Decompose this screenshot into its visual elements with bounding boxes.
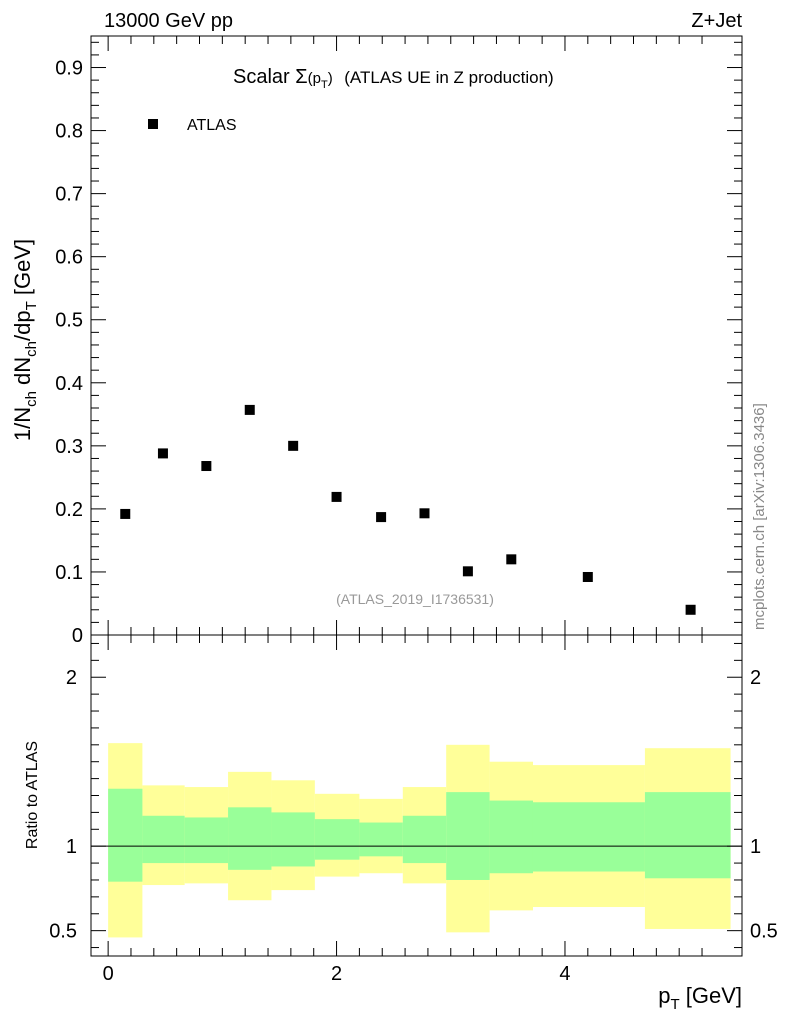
data-point-atlas: [376, 512, 387, 523]
collision-energy-label: 13000 GeV pp: [104, 10, 233, 32]
xtick-label: 2: [331, 963, 342, 985]
process-label: Z+Jet: [691, 10, 742, 32]
ratio-band-inner: [446, 792, 490, 880]
ratio-band-inner: [644, 792, 731, 879]
xlabel-unit: [GeV]: [680, 983, 742, 1008]
data-point-atlas: [419, 508, 430, 519]
data-point-atlas: [120, 508, 131, 519]
data-point-atlas: [157, 448, 168, 459]
xlabel-sub: T: [670, 996, 679, 1013]
ratio-y-axis-label: Ratio to ATLAS: [24, 741, 41, 849]
main-y-ticks: 0 0.1 0.2 0.3 0.4 0.5 0.6 0.7 0.8 0.9: [55, 36, 742, 647]
data-point-atlas: [201, 461, 212, 472]
ylabel-part-2: dN: [10, 357, 35, 391]
data-point-atlas: [685, 604, 696, 615]
legend: ATLAS: [148, 117, 237, 134]
ratio-ytick-label: 2: [66, 667, 77, 689]
ylabel-sub-1: ch: [23, 391, 40, 407]
ylabel-part-1: 1/N: [10, 407, 35, 441]
x-axis-label: pT [GeV]: [658, 983, 742, 1013]
xtick-label: 4: [559, 963, 570, 985]
ratio-ytick-label-right: 2: [750, 667, 761, 689]
data-point-atlas: [462, 566, 473, 577]
ratio-ticks: 0.5 0.5 1 1 2 2 0 2 4: [49, 635, 778, 985]
title-arg-close: ): [328, 70, 333, 87]
main-y-axis-label: 1/Nch dNch/dpT [GeV]: [10, 239, 40, 441]
main-title: Scalar Σ(pT) (ATLAS UE in Z production): [233, 66, 554, 91]
title-arg-open: (p: [308, 70, 321, 87]
main-ytick-label: 0.8: [55, 121, 83, 143]
ratio-band-inner: [314, 819, 360, 860]
analysis-watermark: (ATLAS_2019_I1736531): [336, 591, 494, 607]
ylabel-unit: [GeV]: [10, 239, 35, 301]
ratio-band-inner: [184, 817, 229, 864]
data-point-atlas: [582, 571, 593, 582]
legend-label: ATLAS: [187, 117, 237, 134]
main-data-points: [120, 404, 696, 615]
data-point-atlas: [331, 491, 342, 502]
title-suffix: (ATLAS UE in Z production): [344, 68, 553, 87]
xtick-label: 0: [103, 963, 114, 985]
ratio-band-inner: [359, 822, 403, 857]
data-point-atlas: [244, 404, 255, 415]
ylabel-part-3: /dp: [10, 310, 35, 341]
main-ytick-label: 0.4: [55, 373, 83, 395]
main-ytick-label: 0.5: [55, 310, 83, 332]
ratio-band-inner: [142, 815, 185, 864]
main-ytick-label: 0.2: [55, 499, 83, 521]
ratio-band-inner: [489, 800, 533, 874]
title-arg-sub: T: [321, 79, 328, 91]
xlabel-main: p: [658, 983, 670, 1008]
ratio-ytick-label-right: 0.5: [750, 921, 778, 943]
ratio-band-inner: [402, 815, 447, 864]
title-prefix: Scalar: [233, 66, 295, 88]
title-sigma: Σ: [295, 66, 307, 88]
ratio-bands: [108, 743, 731, 938]
ylabel-sub-3: T: [23, 301, 40, 310]
ratio-panel: 0.5 0.5 1 1 2 2 0 2 4 Ratio to ATLAS pT [GeV]: [24, 634, 778, 1013]
ratio-ytick-label: 0.5: [49, 921, 77, 943]
main-ytick-label: 0.7: [55, 184, 83, 206]
legend-marker: [148, 119, 158, 129]
main-ytick-label: 0.9: [55, 58, 83, 80]
ylabel-sub-2: ch: [23, 341, 40, 357]
main-ytick-label: 0.3: [55, 436, 83, 458]
ratio-band-inner: [532, 802, 645, 872]
ratio-ytick-label-right: 1: [750, 836, 761, 858]
main-panel: 00.10.20.30.40.50.60.70.80.9 Scalar Σ(pT…: [10, 35, 743, 647]
source-credit: mcplots.cern.ch [arXiv:1306.3436]: [751, 403, 768, 630]
main-ytick-label: 0.6: [55, 247, 83, 269]
ratio-band-inner: [271, 812, 315, 867]
ratio-band-inner: [108, 788, 143, 882]
data-point-atlas: [506, 554, 517, 565]
ratio-ytick-label: 1: [66, 836, 77, 858]
main-ytick-label: 0: [72, 625, 83, 647]
main-ytick-label: 0.1: [55, 562, 83, 584]
data-point-atlas: [288, 440, 299, 451]
ratio-band-inner: [228, 807, 272, 870]
